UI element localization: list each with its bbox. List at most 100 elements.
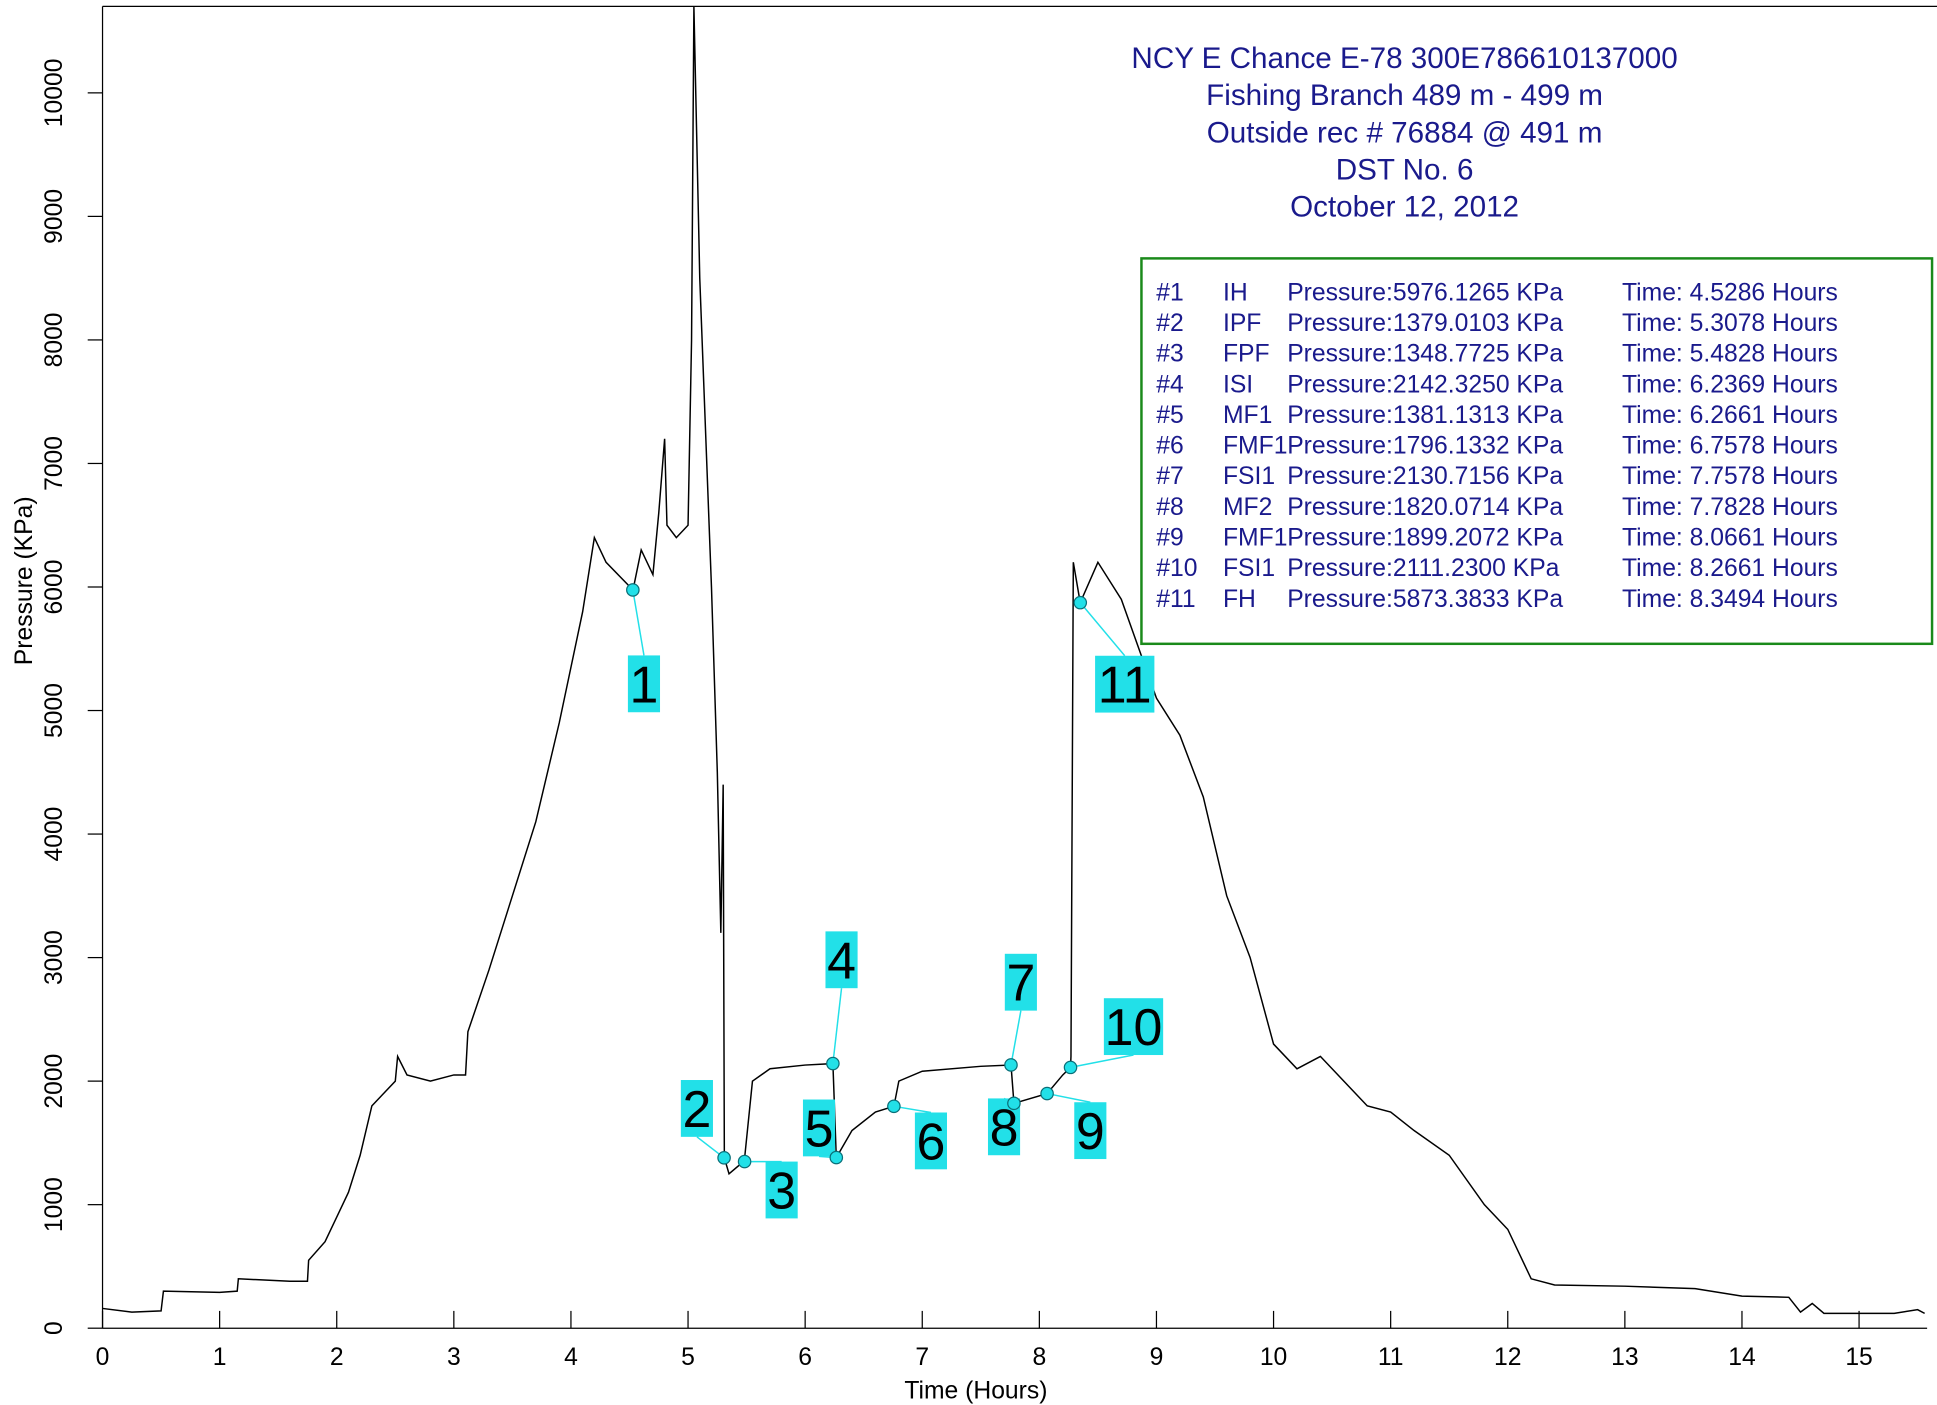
info-cell: IPF bbox=[1223, 310, 1261, 337]
marker-label-box bbox=[1103, 998, 1164, 1056]
x-axis-title: Time (Hours) bbox=[904, 1378, 1047, 1405]
marker-label: 7 bbox=[1006, 954, 1035, 1012]
info-cell: Time: 6.7578 Hours bbox=[1622, 433, 1838, 460]
marker-connector bbox=[1046, 1092, 1091, 1103]
info-cell: Time: 7.7578 Hours bbox=[1622, 463, 1838, 490]
marker-label: 4 bbox=[827, 931, 856, 989]
x-tick-label: 0 bbox=[96, 1344, 110, 1371]
marker-label: 5 bbox=[805, 1099, 834, 1157]
info-cell: #6 bbox=[1156, 433, 1183, 460]
info-cell: Time: 6.2369 Hours bbox=[1622, 371, 1838, 398]
marker-label: 11 bbox=[1098, 656, 1152, 714]
x-tick-label: 13 bbox=[1611, 1344, 1638, 1371]
x-tick-label: 1 bbox=[213, 1344, 227, 1371]
info-cell: #10 bbox=[1156, 555, 1197, 582]
info-cell: #11 bbox=[1156, 586, 1195, 613]
x-tick-label: 5 bbox=[681, 1344, 695, 1371]
marker bbox=[1063, 1060, 1078, 1075]
title-line: Fishing Branch 489 m - 499 m bbox=[1206, 79, 1603, 112]
marker-connector bbox=[1070, 1054, 1134, 1069]
y-tick-label: 0 bbox=[41, 1321, 68, 1335]
marker bbox=[1007, 1096, 1021, 1111]
info-cell: Time: 7.7828 Hours bbox=[1622, 494, 1838, 521]
marker bbox=[737, 1154, 752, 1169]
info-cell: FSI1 bbox=[1223, 463, 1275, 490]
info-cell: Pressure:2111.2300 KPa bbox=[1287, 555, 1559, 582]
marker-label-box bbox=[914, 1112, 948, 1170]
info-cell: #2 bbox=[1156, 310, 1183, 337]
info-cell: Pressure:1796.1332 KPa bbox=[1287, 433, 1563, 460]
info-cell: #1 bbox=[1156, 279, 1183, 306]
x-tick-label: 10 bbox=[1260, 1344, 1287, 1371]
marker-label: 10 bbox=[1105, 998, 1163, 1056]
info-cell: #3 bbox=[1156, 341, 1183, 368]
info-cell: Pressure:1379.0103 KPa bbox=[1287, 310, 1563, 337]
marker-label-box bbox=[825, 931, 858, 989]
info-cell: Pressure:1381.1313 KPa bbox=[1287, 402, 1563, 429]
x-tick-label: 15 bbox=[1845, 1344, 1872, 1371]
info-cell: Pressure:1348.7725 KPa bbox=[1287, 341, 1563, 368]
marker bbox=[626, 583, 640, 597]
marker-label-box bbox=[802, 1099, 836, 1157]
y-tick-label: 7000 bbox=[41, 436, 68, 491]
x-tick-label: 11 bbox=[1378, 1344, 1404, 1371]
info-cell: Time: 5.3078 Hours bbox=[1622, 310, 1838, 337]
info-cell: FPF bbox=[1223, 341, 1270, 368]
title-line: Outside rec # 76884 @ 491 m bbox=[1207, 116, 1603, 149]
info-cell: #9 bbox=[1156, 524, 1183, 551]
marker-label: 6 bbox=[917, 1112, 946, 1170]
marker-label: 3 bbox=[767, 1162, 796, 1220]
marker-connector bbox=[832, 988, 843, 1064]
y-tick-label: 10000 bbox=[41, 59, 68, 128]
info-cell: Time: 5.4828 Hours bbox=[1622, 341, 1838, 368]
info-cell: Time: 8.3494 Hours bbox=[1622, 586, 1838, 613]
pressure-line bbox=[102, 6, 1925, 1315]
x-tick-label: 9 bbox=[1150, 1344, 1164, 1371]
y-tick-label: 6000 bbox=[41, 560, 68, 615]
x-tick-label: 7 bbox=[915, 1344, 929, 1371]
y-tick-label: 9000 bbox=[41, 189, 68, 244]
x-tick-label: 4 bbox=[564, 1344, 578, 1371]
y-tick-label: 2000 bbox=[41, 1054, 68, 1109]
info-cell: Pressure:2142.3250 KPa bbox=[1287, 371, 1563, 398]
info-cell: MF1 bbox=[1223, 402, 1272, 429]
marker-label-box bbox=[1095, 655, 1155, 713]
marker bbox=[1004, 1058, 1018, 1072]
info-cell: IH bbox=[1223, 279, 1248, 306]
marker-label: 9 bbox=[1076, 1102, 1105, 1160]
y-tick-label: 8000 bbox=[41, 312, 68, 367]
info-cell: ISI bbox=[1223, 371, 1253, 398]
title-line: October 12, 2012 bbox=[1290, 190, 1519, 223]
marker bbox=[826, 1056, 840, 1071]
x-tick-label: 3 bbox=[447, 1344, 461, 1371]
marker-label-box bbox=[1004, 953, 1037, 1011]
info-cell: #8 bbox=[1156, 494, 1183, 521]
x-tick-label: 12 bbox=[1494, 1344, 1521, 1371]
title-line: NCY E Chance E-78 300E786610137000 bbox=[1131, 42, 1677, 75]
info-cell: FMF1 bbox=[1223, 524, 1287, 551]
info-cell: Pressure:5873.3833 KPa bbox=[1287, 586, 1563, 613]
info-cell: Time: 4.5286 Hours bbox=[1622, 279, 1838, 306]
marker-label-box bbox=[627, 655, 661, 713]
x-tick-label: 2 bbox=[330, 1344, 344, 1371]
y-tick-label: 3000 bbox=[41, 930, 68, 985]
marker-connector bbox=[1010, 1010, 1022, 1066]
info-cell: FH bbox=[1223, 586, 1256, 613]
title-line: DST No. 6 bbox=[1336, 153, 1474, 186]
y-tick-label: 4000 bbox=[41, 807, 68, 862]
marker-label-box bbox=[1074, 1102, 1107, 1160]
info-cell: Time: 8.0661 Hours bbox=[1622, 524, 1838, 551]
info-cell: #4 bbox=[1156, 371, 1183, 398]
marker bbox=[829, 1150, 844, 1165]
info-cell: Pressure:2130.7156 KPa bbox=[1287, 463, 1563, 490]
marker bbox=[1073, 595, 1088, 610]
x-tick-label: 8 bbox=[1032, 1344, 1046, 1371]
marker-connector bbox=[632, 589, 645, 656]
marker-label: 1 bbox=[630, 655, 659, 713]
y-axis-title: Pressure (KPa) bbox=[11, 496, 38, 665]
y-tick-label: 1000 bbox=[41, 1177, 68, 1232]
info-cell: Time: 6.2661 Hours bbox=[1622, 402, 1838, 429]
info-cell: Pressure:1899.2072 KPa bbox=[1287, 524, 1563, 551]
